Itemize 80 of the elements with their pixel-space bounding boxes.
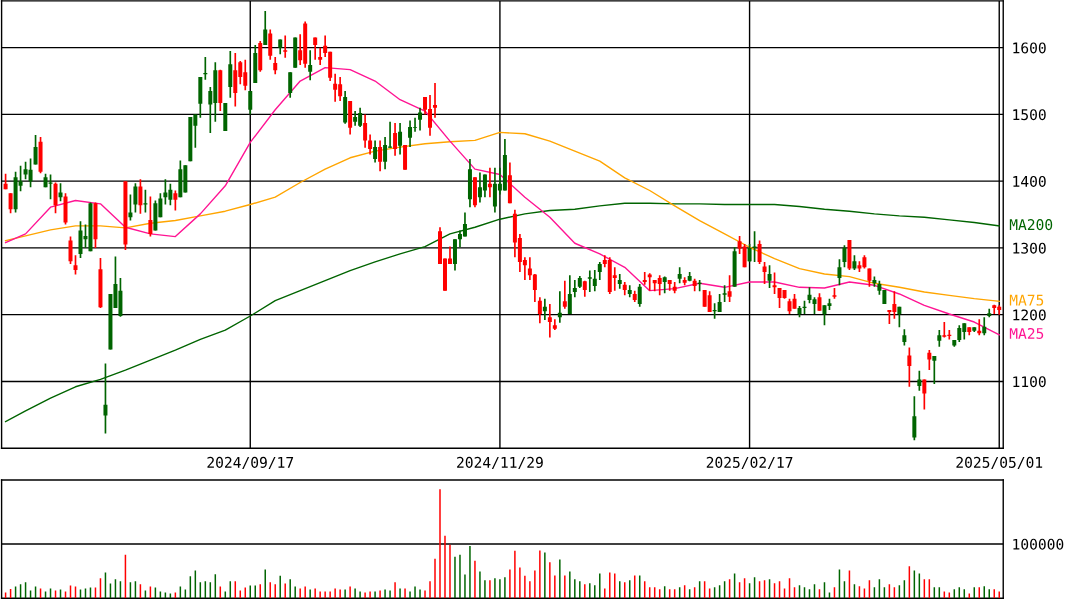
x-tick-label: 2025/02/17 (706, 456, 793, 470)
candlestick (263, 10, 268, 46)
candlestick (28, 157, 33, 188)
y-tick-label: 1400 (1013, 175, 1046, 187)
candlestick (572, 279, 577, 299)
candlestick (78, 220, 83, 259)
y-tick-label: 1600 (1013, 42, 1046, 54)
candlestick (617, 273, 622, 290)
candlestick (408, 119, 413, 148)
y-tick-label: 1100 (1013, 376, 1046, 388)
candlestick (398, 122, 403, 156)
candlestick (68, 235, 73, 265)
candlestick (393, 122, 398, 157)
candlestick (747, 243, 752, 263)
candlestick (592, 269, 597, 293)
candlestick (942, 321, 947, 339)
candlestick (268, 28, 273, 61)
candlestick (373, 139, 378, 164)
y-tick-label: 1300 (1013, 242, 1046, 254)
candlestick (133, 182, 138, 214)
y-tick-label: 100000 (1013, 538, 1064, 550)
candlestick (288, 71, 293, 99)
candlestick (363, 113, 368, 149)
candlestick (53, 181, 58, 215)
candlestick (822, 304, 827, 327)
candlestick (8, 192, 13, 215)
candlestick (537, 296, 542, 325)
candlestick (173, 189, 178, 212)
y-tick-label: 1500 (1013, 109, 1046, 121)
candlestick (487, 166, 492, 199)
candlestick (912, 395, 917, 442)
candlestick (727, 274, 732, 303)
candlestick (587, 269, 592, 293)
candlestick (378, 139, 383, 172)
candlestick (248, 90, 253, 116)
candlestick (73, 254, 78, 276)
line-series (4, 66, 1000, 336)
candlestick (917, 369, 922, 392)
candlestick (368, 133, 373, 156)
candlestick (597, 261, 602, 281)
candlestick (418, 106, 423, 132)
y-tick-label: 1200 (1013, 309, 1046, 321)
candlestick (837, 258, 842, 287)
candlestick (907, 346, 912, 388)
candlestick (433, 82, 437, 119)
candlestick (657, 274, 662, 297)
line-series (4, 131, 1000, 303)
candlestick (842, 244, 847, 269)
series-label: MA200 (1009, 219, 1053, 231)
candlestick (922, 378, 927, 411)
x-tick-label: 2025/05/01 (956, 456, 1043, 470)
candlestick (567, 274, 572, 315)
candlestick (233, 52, 238, 108)
candlestick (383, 136, 388, 170)
candlestick (547, 303, 552, 339)
x-tick-label: 2024/09/17 (207, 456, 294, 470)
candlestick (462, 211, 467, 238)
candlestick (637, 283, 642, 308)
candlestick (562, 279, 567, 310)
candlestick (33, 134, 38, 166)
candlestick (308, 49, 313, 82)
candlestick (767, 264, 772, 289)
candlestick (148, 195, 153, 238)
candlestick (642, 271, 647, 286)
candlestick (482, 173, 487, 199)
candlestick (333, 72, 338, 103)
candlestick (757, 239, 762, 265)
candlestick (762, 261, 767, 285)
candlestick (532, 273, 537, 303)
candlestick (143, 188, 148, 214)
candlestick (932, 355, 937, 385)
candlestick (283, 34, 288, 59)
candlestick (228, 50, 233, 99)
series-label: MA25 (1009, 327, 1044, 339)
candlestick (48, 173, 53, 201)
x-tick-label: 2024/11/29 (457, 456, 543, 470)
series-label: MA75 (1009, 294, 1044, 306)
candlestick (318, 46, 323, 66)
candlestick (138, 178, 143, 215)
candlestick (772, 271, 777, 295)
